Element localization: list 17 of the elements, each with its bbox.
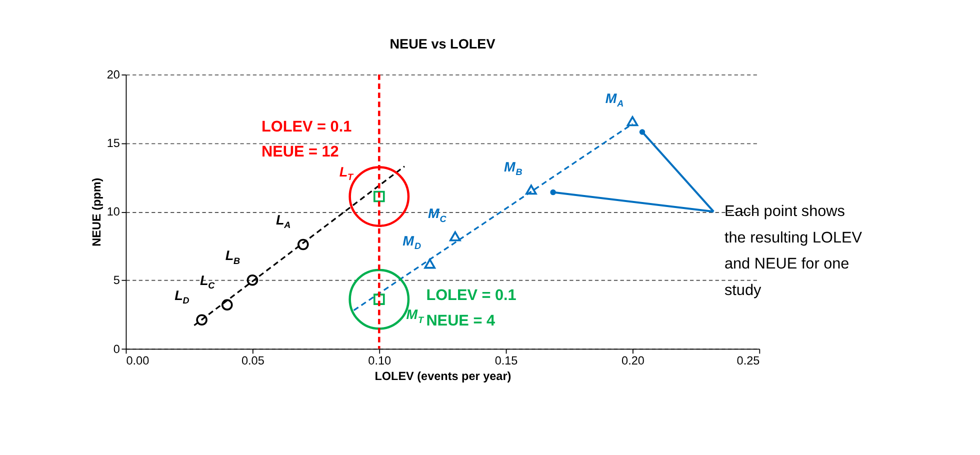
x-tick-label: 0.00 — [126, 354, 150, 368]
y-tick-label: 15 — [106, 137, 120, 150]
y-axis-title: NEUE (ppm) — [90, 178, 104, 246]
x-tick-label: 0.05 — [241, 354, 265, 368]
x-tick-label: 0.25 — [736, 354, 760, 368]
x-tick-label: 0.15 — [494, 354, 518, 368]
y-tick-label: 20 — [106, 68, 120, 82]
chart-title: NEUE vs LOLEV — [390, 36, 496, 52]
x-tick-label: 0.20 — [622, 354, 645, 368]
y-tick-label: 0 — [113, 342, 120, 356]
annotation: LOLEV = 0.1 NEUE = 4 — [426, 287, 517, 330]
y-tick-label: 10 — [106, 206, 120, 219]
x-axis-title: LOLEV (events per year) — [374, 370, 512, 383]
x-tick-label: 0.10 — [368, 354, 392, 368]
annotation: LOLEV = 0.1 NEUE = 12 — [262, 118, 352, 161]
annotation: Each point shows the resulting LOLEV and NEUE for one study — [724, 203, 863, 299]
y-tick-label: 5 — [113, 274, 120, 288]
